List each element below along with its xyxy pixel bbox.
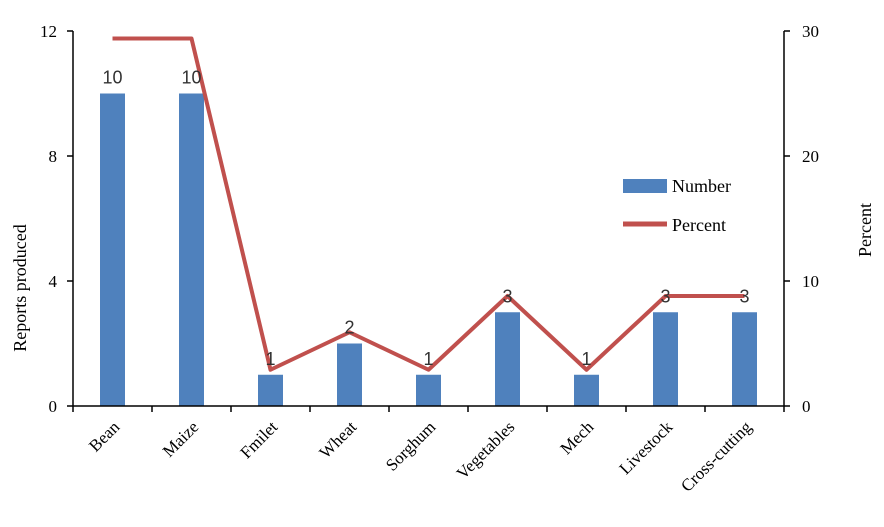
percent-line (112, 36, 745, 372)
data-label-9: 3 (739, 286, 749, 306)
data-label-1: 10 (102, 68, 122, 88)
data-label-2: 10 (181, 68, 201, 88)
bar-3 (258, 374, 283, 406)
left-tick-label: 8 (49, 147, 58, 166)
right-tick-label: 0 (802, 397, 811, 416)
category-label-2: Maize (159, 417, 202, 460)
left-tick-label: 12 (40, 22, 57, 41)
data-label-4: 2 (344, 318, 354, 338)
line-series (112, 36, 745, 372)
category-label-7: Mech (557, 417, 598, 458)
category-label-5: Sorghum (382, 417, 439, 474)
bar-2 (179, 93, 204, 406)
legend: Number Percent (623, 176, 731, 235)
right-tick-label: 20 (802, 147, 819, 166)
right-tick-label: 30 (802, 22, 819, 41)
legend-label-percent: Percent (672, 215, 726, 235)
bar-5 (416, 374, 441, 406)
data-labels: 10 10 1 2 1 3 1 3 3 (102, 68, 749, 369)
category-label-9: Cross-cutting (677, 417, 756, 496)
category-label-6: Vegetables (453, 417, 519, 483)
left-tick-label: 0 (49, 397, 58, 416)
data-label-6: 3 (502, 286, 512, 306)
bar-9 (732, 312, 757, 406)
right-axis-ticks: 0 10 20 30 (784, 22, 819, 416)
category-labels: Bean Maize Fmilet Wheat Sorghum Vegetables Mec… (85, 417, 755, 496)
right-axis-title: Percent (855, 203, 875, 257)
data-label-5: 1 (423, 349, 433, 369)
left-tick-label: 4 (49, 272, 58, 291)
left-axis-title: Reports produced (10, 224, 30, 351)
category-label-1: Bean (85, 417, 123, 455)
bar-1 (100, 93, 125, 406)
bar-4 (337, 343, 362, 406)
category-label-8: Livestock (615, 417, 676, 478)
right-tick-label: 10 (802, 272, 819, 291)
data-label-3: 1 (265, 349, 275, 369)
category-label-3: Fmilet (236, 417, 281, 462)
bar-series (100, 93, 757, 406)
data-label-8: 3 (660, 286, 670, 306)
legend-label-number: Number (672, 176, 731, 196)
bar-6 (495, 312, 520, 406)
bar-7 (574, 374, 599, 406)
category-label-4: Wheat (316, 417, 361, 462)
data-label-7: 1 (581, 349, 591, 369)
bar-8 (653, 312, 678, 406)
legend-swatch-number (623, 179, 667, 193)
